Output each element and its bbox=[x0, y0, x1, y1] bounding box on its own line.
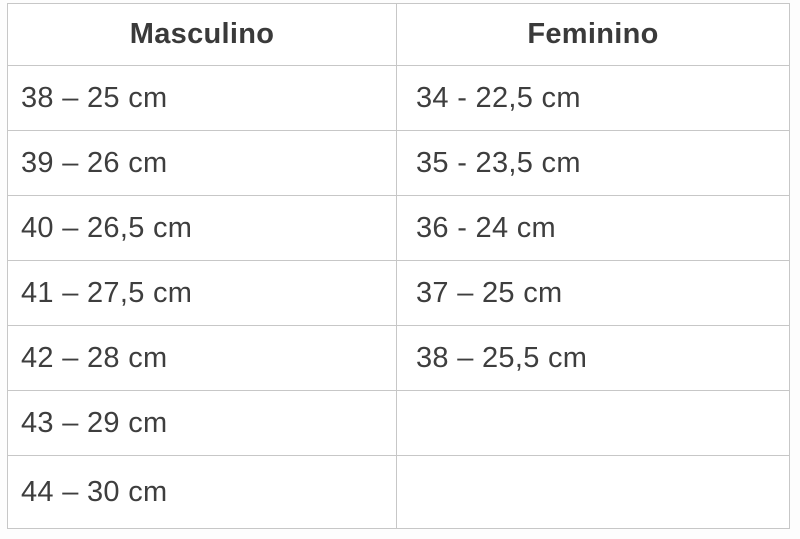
table-row: 42 – 28 cm 38 – 25,5 cm bbox=[7, 325, 790, 391]
table-row: 38 – 25 cm 34 - 22,5 cm bbox=[7, 65, 790, 131]
cell-feminino-size: 37 – 25 cm bbox=[396, 260, 790, 326]
cell-masculino-size: 38 – 25 cm bbox=[7, 65, 397, 131]
cell-masculino-size: 41 – 27,5 cm bbox=[7, 260, 397, 326]
cell-masculino-size: 39 – 26 cm bbox=[7, 130, 397, 196]
cell-feminino-empty bbox=[396, 390, 790, 456]
cell-feminino-empty bbox=[396, 455, 790, 529]
column-header-masculino: Masculino bbox=[7, 3, 397, 66]
table-row: 39 – 26 cm 35 - 23,5 cm bbox=[7, 130, 790, 196]
cell-masculino-size: 42 – 28 cm bbox=[7, 325, 397, 391]
cell-feminino-size: 34 - 22,5 cm bbox=[396, 65, 790, 131]
shoe-size-table: Masculino Feminino 38 – 25 cm 34 - 22,5 … bbox=[7, 3, 790, 529]
cell-masculino-size: 44 – 30 cm bbox=[7, 455, 397, 529]
cell-masculino-size: 43 – 29 cm bbox=[7, 390, 397, 456]
table-row: 43 – 29 cm bbox=[7, 390, 790, 456]
table-header-row: Masculino Feminino bbox=[7, 3, 790, 66]
cell-masculino-size: 40 – 26,5 cm bbox=[7, 195, 397, 261]
cell-feminino-size: 36 - 24 cm bbox=[396, 195, 790, 261]
table-row: 40 – 26,5 cm 36 - 24 cm bbox=[7, 195, 790, 261]
column-header-feminino: Feminino bbox=[396, 3, 790, 66]
cell-feminino-size: 35 - 23,5 cm bbox=[396, 130, 790, 196]
table-row: 44 – 30 cm bbox=[7, 455, 790, 529]
table-row: 41 – 27,5 cm 37 – 25 cm bbox=[7, 260, 790, 326]
cell-feminino-size: 38 – 25,5 cm bbox=[396, 325, 790, 391]
